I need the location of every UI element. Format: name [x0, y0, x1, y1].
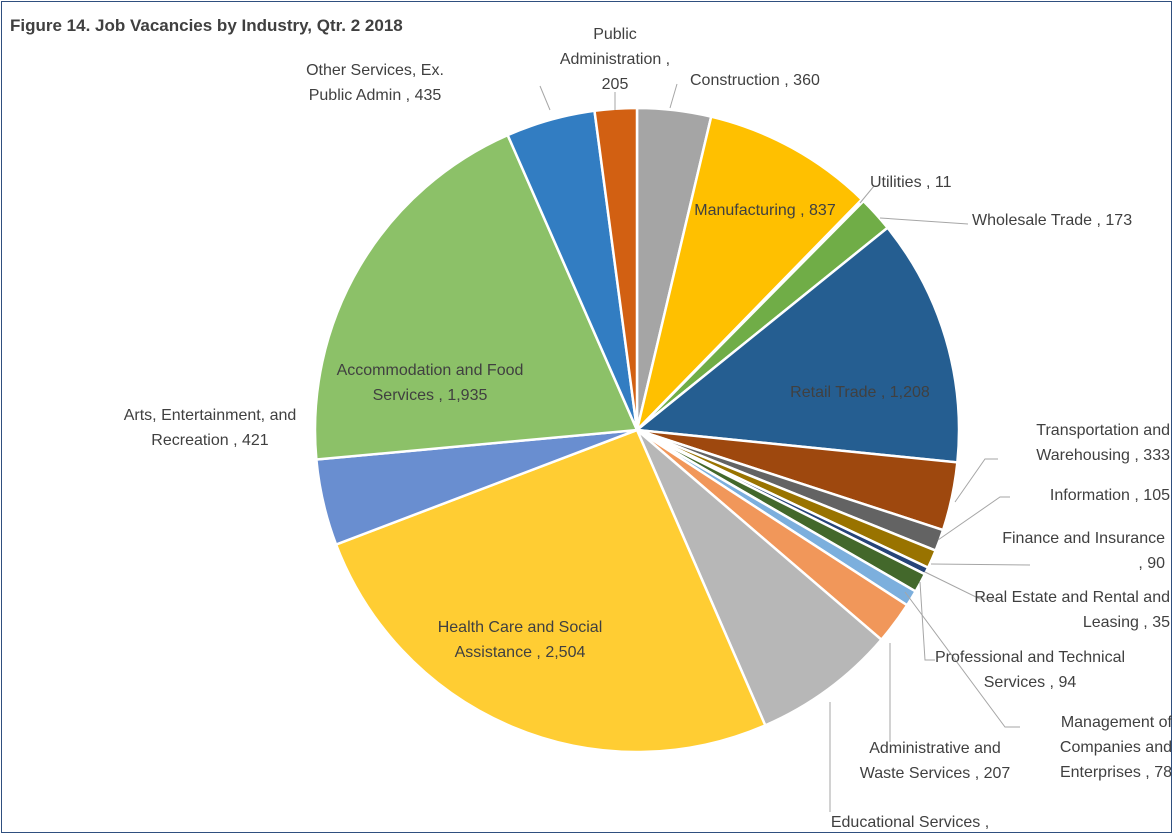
- label-value: 105: [1143, 487, 1170, 504]
- label-category: Real Estate and Rental and Leasing: [974, 589, 1170, 631]
- data-label: Accommodation and Food Services , 1,935: [320, 358, 540, 408]
- pie-slice: [334, 428, 767, 754]
- pie-slice: [593, 106, 639, 431]
- data-label: Retail Trade , 1,208: [760, 380, 960, 405]
- label-value: 11: [934, 174, 952, 191]
- label-category: Arts, Entertainment, and Recreation: [123, 407, 297, 449]
- label-separator: ,: [876, 384, 890, 401]
- label-category: Utilities: [870, 174, 922, 191]
- pie-slice: [633, 225, 961, 464]
- leader-line: [539, 85, 551, 111]
- label-category: Manufacturing: [694, 202, 796, 219]
- label-value: 1,208: [889, 384, 930, 401]
- data-label: Arts, Entertainment, and Recreation , 42…: [95, 403, 325, 453]
- label-separator: ,: [661, 51, 671, 68]
- pie-slice: [313, 133, 639, 461]
- data-label: Information , 105: [990, 483, 1170, 508]
- leader-line: [924, 571, 996, 600]
- data-label: Educational Services ,: [810, 810, 1010, 835]
- leader-line: [859, 185, 875, 204]
- label-value: 94: [1058, 674, 1077, 691]
- label-separator: ,: [1129, 447, 1144, 464]
- label-separator: ,: [1140, 764, 1155, 781]
- label-category: Wholesale Trade: [972, 212, 1093, 229]
- data-label: Construction , 360: [690, 68, 880, 93]
- label-value: 333: [1143, 447, 1170, 464]
- chart-title: Figure 14. Job Vacancies by Industry, Qt…: [10, 16, 403, 35]
- label-value: 90: [1147, 555, 1165, 572]
- label-category: Educational Services: [830, 814, 981, 831]
- label-category: Construction: [690, 72, 780, 89]
- label-separator: ,: [531, 644, 546, 661]
- label-value: 173: [1105, 212, 1133, 229]
- label-category: Finance and Insurance: [1002, 530, 1165, 547]
- data-label: Utilities , 11: [870, 170, 1000, 195]
- data-label: Transportation and Warehousing , 333: [990, 418, 1170, 468]
- label-value: 35: [1152, 614, 1170, 631]
- label-value: 360: [793, 72, 820, 89]
- label-separator: ,: [1138, 555, 1148, 572]
- label-category: Public Administration: [559, 26, 662, 68]
- label-separator: ,: [228, 432, 242, 449]
- label-category: Professional and Technical Services: [934, 649, 1126, 691]
- label-value: 205: [601, 76, 629, 93]
- data-label: Administrative and Waste Services , 207: [845, 736, 1025, 786]
- label-separator: ,: [1092, 212, 1106, 229]
- data-label: Manufacturing , 837: [685, 198, 845, 223]
- label-value: 2,504: [545, 644, 586, 661]
- data-label: Management of Companies and Enterprises …: [1020, 710, 1172, 785]
- label-category: Transportation and Warehousing: [1036, 422, 1170, 464]
- leader-line: [937, 496, 1010, 541]
- label-value: 421: [242, 432, 269, 449]
- label-value: 837: [809, 202, 836, 219]
- label-separator: ,: [980, 814, 990, 831]
- leader-line: [919, 581, 935, 661]
- leader-line: [954, 458, 998, 503]
- label-category: Administrative and Waste Services: [859, 740, 1001, 782]
- label-value: 1,935: [447, 387, 488, 404]
- label-separator: ,: [1138, 614, 1153, 631]
- label-separator: ,: [1129, 487, 1144, 504]
- label-category: Retail Trade: [790, 384, 877, 401]
- label-value: 207: [983, 765, 1011, 782]
- data-label: Wholesale Trade , 173: [972, 208, 1172, 233]
- leader-line: [879, 217, 969, 225]
- label-separator: ,: [779, 72, 794, 89]
- leader-line: [669, 83, 678, 109]
- data-label: Real Estate and Rental and Leasing , 35: [970, 585, 1170, 635]
- leader-line: [904, 591, 1020, 728]
- pie-slice: [634, 115, 864, 435]
- data-label: Public Administration , 205: [555, 22, 675, 97]
- label-category: Information: [1049, 487, 1130, 504]
- label-separator: ,: [970, 765, 984, 782]
- label-category: Other Services, Ex. Public Admin: [306, 62, 444, 104]
- label-category: Accommodation and Food Services: [336, 362, 524, 404]
- label-category: Management of Companies and Enterprises: [1059, 714, 1172, 781]
- label-separator: ,: [795, 202, 810, 219]
- pie-slice: [635, 429, 884, 727]
- label-value: 78: [1154, 764, 1172, 781]
- data-label: Professional and Technical Services , 94: [930, 645, 1130, 695]
- label-category: Health Care and Social Assistance: [437, 619, 603, 661]
- label-separator: ,: [921, 174, 935, 191]
- label-separator: ,: [1045, 674, 1059, 691]
- data-label: Other Services, Ex. Public Admin , 435: [290, 58, 460, 108]
- data-label: Health Care and Social Assistance , 2,50…: [420, 615, 620, 665]
- label-separator: ,: [433, 387, 448, 404]
- data-label: Finance and Insurance , 90: [1000, 526, 1165, 576]
- label-value: 435: [414, 87, 442, 104]
- label-separator: ,: [401, 87, 415, 104]
- leader-line: [930, 563, 1031, 566]
